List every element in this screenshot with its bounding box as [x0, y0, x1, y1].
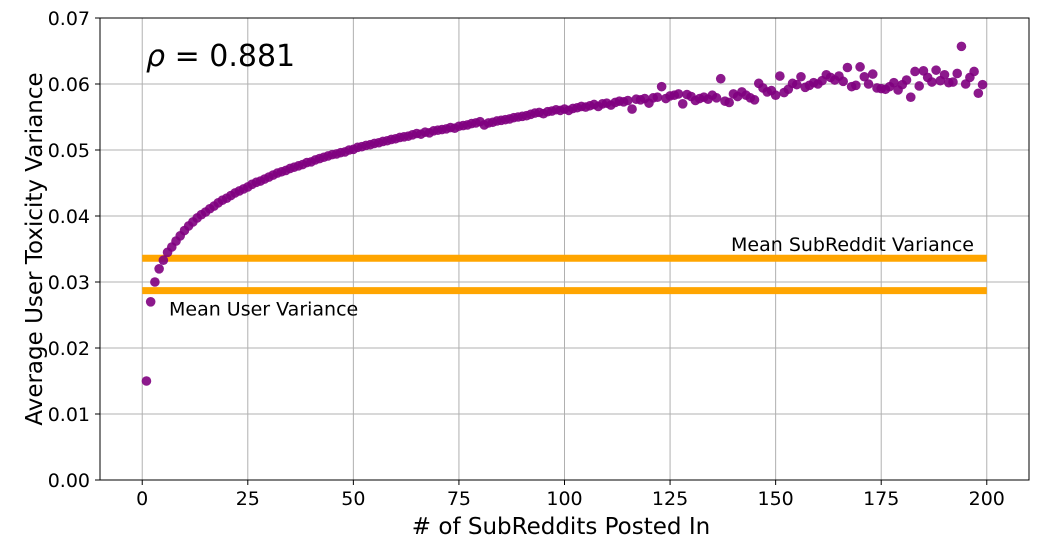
data-point — [677, 99, 688, 109]
x-tick-label: 0 — [136, 488, 148, 510]
rho-symbol: ρ — [146, 39, 165, 74]
x-tick-label: 75 — [447, 488, 471, 510]
y-tick-label: 0.02 — [48, 338, 90, 360]
data-point — [715, 73, 726, 84]
data-point — [711, 93, 722, 103]
mean-line-label: Mean SubReddit Variance — [731, 234, 974, 256]
mean-line-label: Mean User Variance — [169, 299, 358, 321]
y-tick-label: 0.00 — [48, 470, 90, 492]
data-point — [145, 297, 156, 307]
data-point — [910, 66, 920, 77]
y-tick-label: 0.04 — [48, 206, 90, 228]
data-point — [914, 81, 925, 91]
data-point — [977, 79, 988, 90]
data-point — [859, 71, 870, 82]
data-point — [656, 81, 667, 92]
data-point — [150, 277, 160, 287]
y-tick-label: 0.06 — [48, 74, 90, 96]
data-point — [154, 264, 164, 274]
rho-annotation: ρ = 0.881 — [146, 39, 295, 74]
mean-lines — [142, 254, 987, 295]
data-point — [889, 77, 899, 88]
data-point — [948, 77, 958, 87]
y-tick-label: 0.05 — [48, 140, 90, 162]
data-point — [851, 80, 861, 91]
data-point — [623, 95, 633, 106]
data-point — [855, 62, 865, 72]
x-axis-label: # of SubReddits Posted In — [412, 514, 710, 540]
data-point — [931, 65, 941, 75]
x-tick-label: 125 — [652, 488, 688, 510]
data-point — [775, 71, 785, 81]
data-point — [627, 104, 637, 114]
data-point — [791, 79, 802, 90]
x-tick-label: 150 — [758, 488, 794, 510]
data-point — [927, 77, 937, 87]
y-tick-label: 0.01 — [48, 404, 90, 426]
data-point — [901, 75, 912, 85]
y-axis-label: Average User Toxicity Variance — [22, 72, 48, 425]
data-point — [939, 69, 950, 80]
data-point — [673, 89, 684, 99]
data-point — [952, 68, 963, 79]
x-tick-label: 25 — [236, 488, 260, 510]
rho-value: = 0.881 — [165, 39, 295, 74]
x-tick-label: 100 — [546, 488, 582, 510]
data-point — [842, 62, 853, 73]
x-tick-label: 175 — [863, 488, 899, 510]
y-tick-label: 0.07 — [48, 8, 90, 30]
data-point — [956, 41, 967, 52]
data-point — [749, 95, 760, 105]
data-point — [141, 376, 152, 386]
data-point — [796, 71, 806, 82]
data-point — [905, 92, 916, 102]
x-axis-ticks: 0 25 50 75 100 125 150 175 200 — [136, 480, 1005, 510]
x-tick-label: 50 — [341, 488, 365, 510]
data-point — [770, 90, 781, 101]
data-point — [969, 66, 979, 77]
data-point — [973, 88, 984, 99]
y-tick-label: 0.03 — [48, 272, 90, 294]
data-point — [838, 76, 848, 87]
data-point — [863, 79, 874, 89]
mean-line-labels: Mean SubReddit Variance Mean User Varianc… — [169, 234, 974, 320]
data-point — [652, 92, 663, 102]
x-tick-label: 200 — [969, 488, 1005, 510]
y-axis-ticks: 0.00 0.01 0.02 0.03 0.04 0.05 0.06 0.07 — [48, 8, 100, 492]
data-points — [141, 41, 988, 386]
data-point — [867, 69, 878, 79]
data-point — [158, 255, 169, 266]
data-point — [724, 97, 734, 108]
